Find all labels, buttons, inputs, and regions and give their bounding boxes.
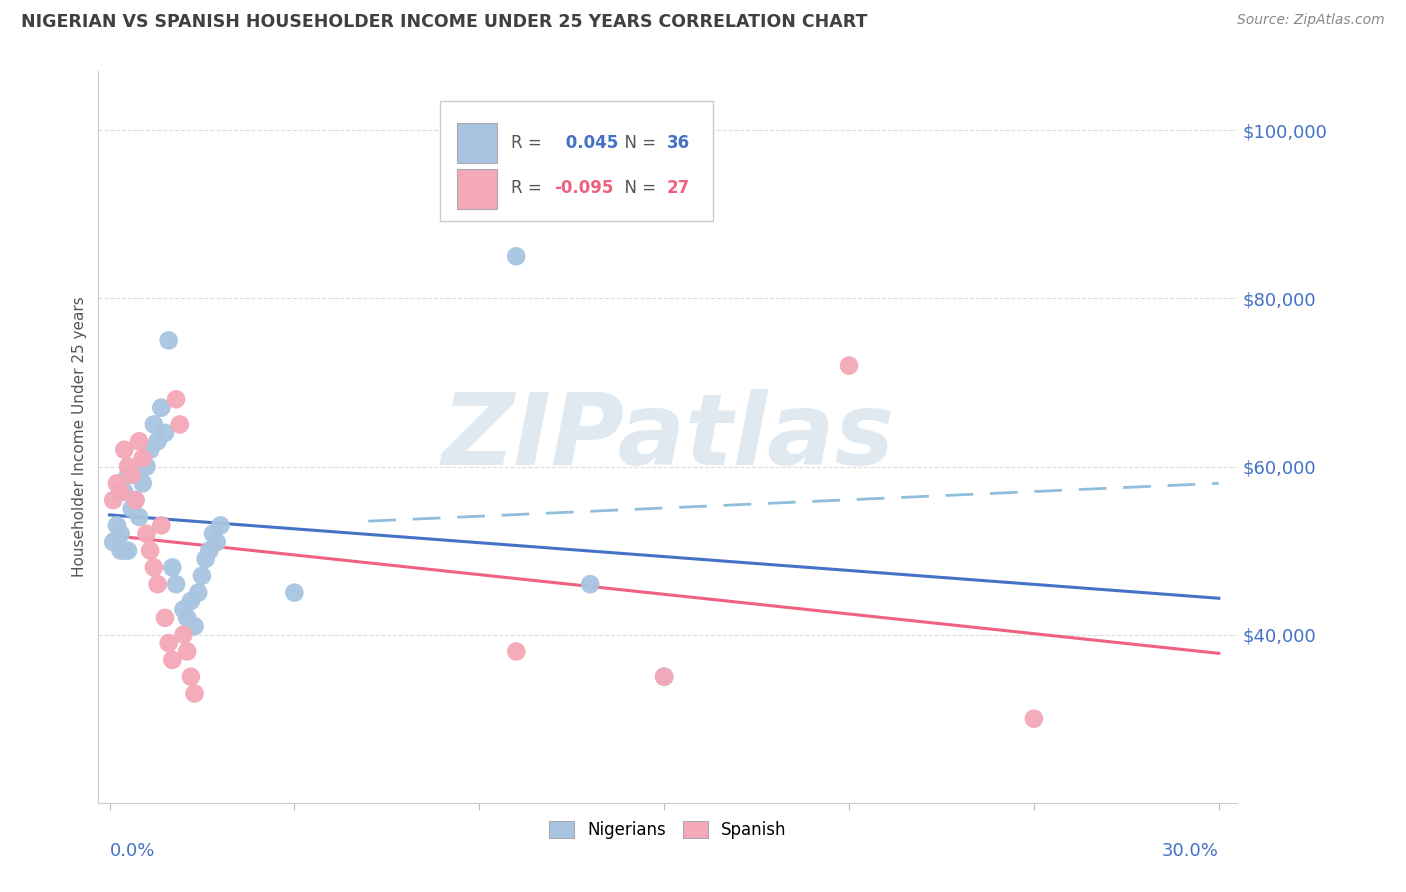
Y-axis label: Householder Income Under 25 years: Householder Income Under 25 years [72, 297, 87, 577]
Text: N =: N = [614, 134, 662, 152]
Point [139, 543, 162, 558]
Point [176, 611, 198, 625]
Point [105, 518, 128, 533]
Point [172, 627, 194, 641]
Point [1022, 712, 1045, 726]
Point [150, 401, 173, 415]
Point [117, 543, 139, 558]
Legend: Nigerians, Spanish: Nigerians, Spanish [543, 814, 793, 846]
Point [205, 535, 228, 549]
Point [112, 543, 135, 558]
Text: ZIPatlas: ZIPatlas [441, 389, 894, 485]
Text: R =: R = [510, 134, 547, 152]
Point [283, 585, 305, 599]
Point [117, 459, 139, 474]
Text: N =: N = [614, 179, 662, 197]
Point [146, 434, 169, 449]
Text: 0.045: 0.045 [560, 134, 617, 152]
Point [180, 594, 202, 608]
Point [135, 459, 157, 474]
Point [194, 552, 217, 566]
Point [187, 585, 209, 599]
Point [146, 577, 169, 591]
Point [132, 451, 155, 466]
Point [121, 501, 143, 516]
Point [142, 560, 165, 574]
Point [105, 476, 128, 491]
Text: 0.0%: 0.0% [110, 842, 155, 860]
Text: 36: 36 [666, 134, 690, 152]
Point [162, 560, 184, 574]
Point [652, 670, 675, 684]
Point [209, 518, 232, 533]
Point [191, 569, 214, 583]
Point [124, 493, 146, 508]
Point [132, 476, 155, 491]
Point [202, 526, 225, 541]
Text: R =: R = [510, 179, 547, 197]
Point [153, 611, 176, 625]
Point [165, 392, 187, 407]
Point [110, 543, 132, 558]
Point [150, 518, 173, 533]
Point [142, 417, 165, 432]
FancyBboxPatch shape [440, 101, 713, 221]
Point [176, 644, 198, 658]
Point [162, 653, 184, 667]
Text: 30.0%: 30.0% [1161, 842, 1219, 860]
Point [180, 670, 202, 684]
Point [135, 526, 157, 541]
Point [110, 526, 132, 541]
Point [838, 359, 860, 373]
Point [110, 484, 132, 499]
Point [103, 493, 125, 508]
Point [103, 535, 125, 549]
Point [124, 493, 146, 508]
Point [128, 434, 150, 449]
FancyBboxPatch shape [457, 122, 498, 163]
Point [652, 670, 675, 684]
FancyBboxPatch shape [457, 169, 498, 209]
Text: -0.095: -0.095 [554, 179, 613, 197]
Point [505, 249, 527, 263]
Point [117, 467, 139, 482]
Point [579, 577, 602, 591]
Point [172, 602, 194, 616]
Point [169, 417, 191, 432]
Point [505, 644, 527, 658]
Text: Source: ZipAtlas.com: Source: ZipAtlas.com [1237, 13, 1385, 28]
Point [112, 442, 135, 457]
Point [183, 619, 205, 633]
Point [165, 577, 187, 591]
Point [121, 467, 143, 482]
Point [139, 442, 162, 457]
Point [157, 334, 180, 348]
Text: NIGERIAN VS SPANISH HOUSEHOLDER INCOME UNDER 25 YEARS CORRELATION CHART: NIGERIAN VS SPANISH HOUSEHOLDER INCOME U… [21, 13, 868, 31]
Point [198, 543, 221, 558]
Point [183, 686, 205, 700]
Point [153, 425, 176, 440]
Point [128, 510, 150, 524]
Point [157, 636, 180, 650]
Point [112, 484, 135, 499]
Text: 27: 27 [666, 179, 690, 197]
